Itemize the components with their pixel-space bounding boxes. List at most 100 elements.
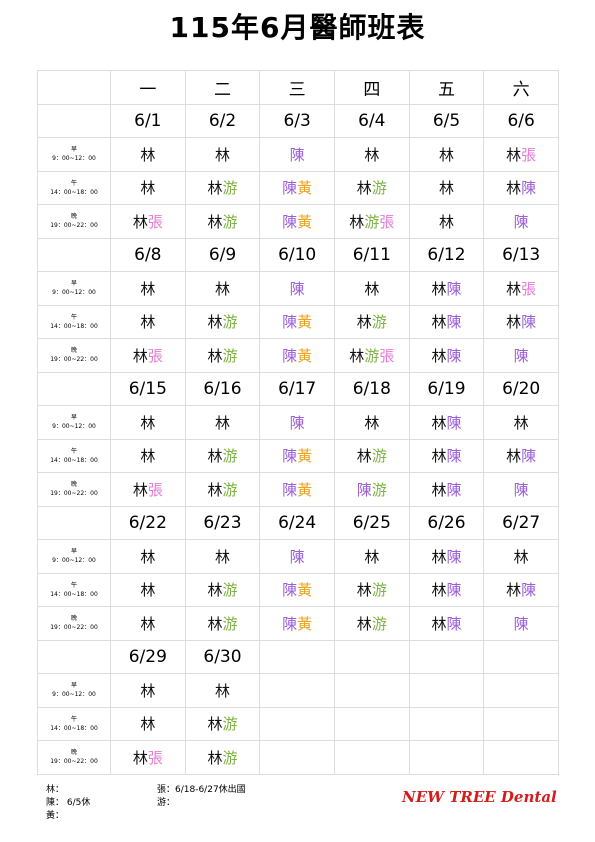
shift-cell: 林陳 xyxy=(484,439,559,473)
doctor: 林 xyxy=(207,447,223,466)
doctor: 陳 xyxy=(282,614,298,633)
shift-cell: 林 xyxy=(409,171,485,205)
shift-cell: 林張 xyxy=(111,741,186,775)
doctor: 黃 xyxy=(297,614,313,633)
blank-cell xyxy=(38,506,111,540)
shift-name: 午 xyxy=(70,715,77,723)
shift-time: 19：00~22：00 xyxy=(50,490,98,498)
doctor: 張 xyxy=(521,145,537,164)
shift-time: 19：00~22：00 xyxy=(50,356,98,364)
doctor: 張 xyxy=(147,748,163,767)
doctor: 黃 xyxy=(297,212,313,231)
doctor: 林 xyxy=(431,279,447,298)
doctor: 陳 xyxy=(446,313,462,332)
shift-time: 14：00~18：00 xyxy=(50,724,98,732)
shift-label: 早 9：00~12：00 xyxy=(38,406,111,440)
doctor: 林 xyxy=(140,581,156,600)
shift-cell: 林游 xyxy=(185,439,261,473)
doctor: 林 xyxy=(140,313,156,332)
shift-cell: 陳黃 xyxy=(260,171,335,205)
shift-cell: 陳 xyxy=(260,406,335,440)
shift-cell: 林游 xyxy=(334,305,410,339)
empty-cell xyxy=(484,674,559,708)
shift-label: 午 14：00~18：00 xyxy=(38,439,111,473)
doctor: 張 xyxy=(521,279,537,298)
shift-cell: 林 xyxy=(334,272,410,306)
doctor: 黃 xyxy=(297,179,313,198)
shift-cell: 林 xyxy=(185,540,261,574)
doctor: 陳 xyxy=(513,614,529,633)
doctor: 林 xyxy=(140,279,156,298)
shift-name: 早 xyxy=(70,548,77,556)
doctor: 林 xyxy=(132,212,148,231)
shift-cell: 林游 xyxy=(334,439,410,473)
shift-time: 9：00~12：00 xyxy=(52,155,96,163)
weekday: 一 xyxy=(111,71,186,105)
shift-cell: 林 xyxy=(484,406,559,440)
date: 6/19 xyxy=(409,372,485,406)
shift-cell: 陳 xyxy=(484,339,559,373)
doctor: 陳 xyxy=(446,480,462,499)
doctor: 林 xyxy=(214,547,230,566)
weekday: 四 xyxy=(334,71,410,105)
shift-cell: 林 xyxy=(111,406,186,440)
empty-cell xyxy=(484,640,559,674)
shift-cell: 林 xyxy=(334,406,410,440)
doctor: 林 xyxy=(140,447,156,466)
doctor: 陳 xyxy=(289,145,305,164)
shift-cell: 林張 xyxy=(111,205,186,239)
shift-cell: 林陳 xyxy=(409,406,485,440)
doctor: 游 xyxy=(371,179,387,198)
doctor: 張 xyxy=(379,346,395,365)
empty-cell xyxy=(260,707,335,741)
shift-label: 早 9：00~12：00 xyxy=(38,138,111,172)
empty-cell xyxy=(334,640,410,674)
doctor: 林 xyxy=(506,313,522,332)
doctor: 林 xyxy=(431,447,447,466)
doctor: 陳 xyxy=(521,447,537,466)
shift-cell: 林陳 xyxy=(484,171,559,205)
blank-cell xyxy=(38,372,111,406)
doctor: 陳 xyxy=(513,346,529,365)
date: 6/5 xyxy=(409,104,485,138)
shift-cell: 林游 xyxy=(185,339,261,373)
shift-cell: 林 xyxy=(334,540,410,574)
shift-cell: 林游 xyxy=(334,573,410,607)
doctor: 林 xyxy=(140,715,156,734)
doctor: 游 xyxy=(371,480,387,499)
date: 6/13 xyxy=(484,238,559,272)
doctor: 張 xyxy=(147,346,163,365)
shift-cell: 林游 xyxy=(185,205,261,239)
date: 6/9 xyxy=(185,238,261,272)
doctor: 陳 xyxy=(446,581,462,600)
date: 6/23 xyxy=(185,506,261,540)
doctor: 游 xyxy=(222,581,238,600)
doctor: 林 xyxy=(438,145,454,164)
note: 黃： xyxy=(46,811,65,821)
shift-cell: 陳 xyxy=(260,272,335,306)
doctor: 陳 xyxy=(513,212,529,231)
doctor: 游 xyxy=(222,212,238,231)
date: 6/20 xyxy=(484,372,559,406)
doctor: 游 xyxy=(222,614,238,633)
date: 6/24 xyxy=(260,506,335,540)
shift-cell: 林 xyxy=(111,138,186,172)
date: 6/29 xyxy=(111,640,186,674)
doctor: 林 xyxy=(140,179,156,198)
shift-label: 晚 19：00~22：00 xyxy=(38,607,111,641)
date: 6/10 xyxy=(260,238,335,272)
shift-cell: 林陳 xyxy=(409,305,485,339)
doctor: 林 xyxy=(214,145,230,164)
doctor: 陳 xyxy=(289,547,305,566)
title: 115年6月醫師班表 xyxy=(169,11,426,44)
doctor: 陳 xyxy=(289,413,305,432)
shift-label: 晚 19：00~22：00 xyxy=(38,473,111,507)
shift-cell: 林張 xyxy=(484,138,559,172)
shift-time: 14：00~18：00 xyxy=(50,590,98,598)
blank-cell xyxy=(38,104,111,138)
shift-cell: 林陳 xyxy=(409,607,485,641)
doctor: 陳 xyxy=(521,581,537,600)
doctor: 陳 xyxy=(446,346,462,365)
date: 6/3 xyxy=(260,104,335,138)
date: 6/25 xyxy=(334,506,410,540)
